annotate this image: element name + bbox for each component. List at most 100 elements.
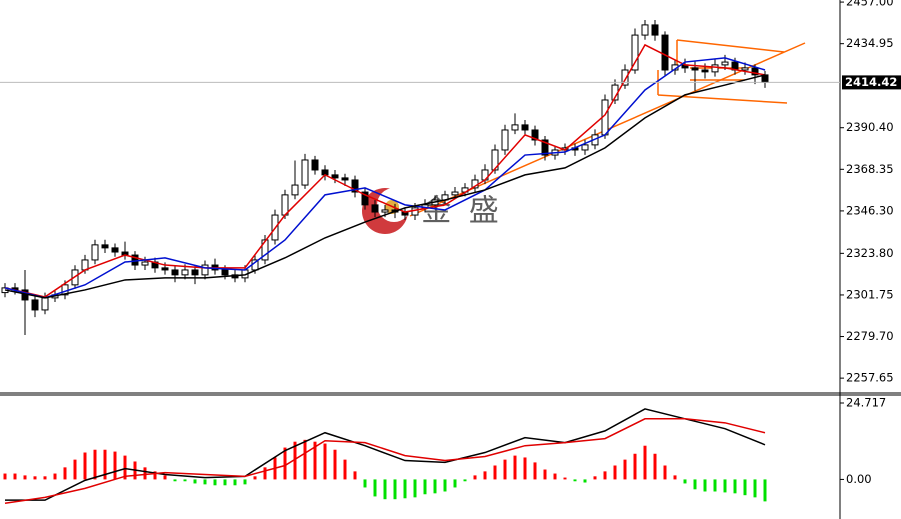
histogram-bar	[763, 479, 767, 502]
candle-body	[371, 204, 379, 213]
histogram-bar	[703, 479, 707, 492]
candle-body	[721, 61, 729, 66]
candle-body	[661, 34, 669, 71]
histogram-bar	[363, 479, 367, 488]
candle-body	[411, 207, 419, 216]
y-tick-label: 2257.65	[846, 371, 894, 385]
candle-body	[311, 159, 319, 171]
y-tick-label: 2279.70	[846, 329, 894, 343]
current-price-box	[842, 75, 901, 90]
y-tick-label: 2301.75	[846, 287, 894, 301]
current-price-label: 2414.42	[845, 75, 897, 89]
candle-body	[91, 244, 99, 261]
histogram-bar	[683, 479, 687, 484]
histogram-bar	[393, 479, 397, 500]
candle-body	[511, 124, 519, 131]
candle-body	[181, 269, 189, 276]
candle-body	[711, 64, 719, 73]
candle-body	[291, 184, 299, 196]
histogram-bar	[293, 441, 297, 480]
candle-body	[361, 191, 369, 206]
histogram-bar	[593, 476, 597, 480]
candle-body	[531, 129, 539, 141]
histogram-bar	[543, 469, 547, 480]
histogram-bar	[283, 447, 287, 480]
histogram-bar	[433, 479, 437, 494]
candle-body	[491, 149, 499, 171]
histogram-bar	[183, 479, 187, 482]
histogram-bar	[73, 459, 77, 480]
histogram-bar	[213, 479, 217, 486]
histogram-bar	[483, 471, 487, 480]
indicator-line	[4, 57, 766, 299]
histogram-bar	[303, 439, 307, 480]
candle-body	[651, 24, 659, 36]
histogram-bar	[333, 449, 337, 480]
histogram-bar	[453, 479, 457, 488]
candle-body	[41, 297, 49, 311]
histogram-bar	[233, 479, 237, 486]
histogram-bar	[663, 465, 667, 480]
histogram-bar	[523, 457, 527, 480]
histogram-bar	[713, 479, 717, 492]
histogram-bar	[503, 459, 507, 480]
histogram-bar	[3, 473, 7, 480]
candle-body	[141, 261, 149, 266]
histogram-bar	[603, 471, 607, 480]
candle-body	[331, 174, 339, 179]
candle-body	[351, 179, 359, 193]
y-tick-label: 2323.80	[846, 246, 894, 260]
candle-body	[521, 124, 529, 131]
histogram-bar	[83, 452, 87, 480]
trend-line	[657, 94, 788, 104]
histogram-bar	[493, 465, 497, 480]
histogram-bar	[313, 441, 317, 480]
histogram-bar	[633, 453, 637, 480]
histogram-bar	[13, 473, 17, 480]
candle-body	[701, 69, 709, 73]
histogram-bar	[143, 467, 147, 480]
y-tick-label: 2390.40	[846, 120, 894, 134]
candle-body	[171, 269, 179, 276]
histogram-bar	[723, 479, 727, 493]
y-tick-label: 2457.00	[846, 0, 894, 9]
indicator-line	[5, 408, 766, 501]
histogram-bar	[623, 459, 627, 480]
candle-body	[301, 159, 309, 186]
histogram-bar	[733, 479, 737, 494]
histogram-bar	[243, 479, 247, 485]
candle-body	[111, 247, 119, 253]
candle-body	[261, 239, 269, 261]
histogram-bar	[263, 467, 267, 480]
histogram-bar	[223, 479, 227, 486]
histogram-bar	[163, 475, 167, 480]
histogram-bar	[463, 479, 467, 482]
histogram-bar	[353, 471, 357, 480]
histogram-bar	[443, 479, 447, 492]
histogram-bar	[573, 479, 577, 482]
candle-body	[741, 67, 749, 71]
histogram-bar	[583, 479, 587, 483]
histogram-bar	[43, 476, 47, 480]
histogram-bar	[743, 479, 747, 496]
histogram-bar	[113, 451, 117, 480]
y-tick-label: 2434.95	[846, 36, 894, 50]
y-tick-label: 2346.30	[846, 203, 894, 217]
trend-line	[676, 39, 785, 53]
y-tick-label: 2368.35	[846, 162, 894, 176]
histogram-bar	[103, 449, 107, 480]
candle-body	[641, 24, 649, 36]
candle-body	[31, 299, 39, 311]
histogram-bar	[513, 455, 517, 480]
candle-body	[341, 177, 349, 181]
watermark-text: 金 盛	[421, 194, 503, 229]
histogram-bar	[373, 479, 377, 497]
histogram-bar	[403, 479, 407, 499]
histogram-bar	[643, 445, 647, 480]
indicator-line	[4, 43, 766, 298]
histogram-bar	[413, 479, 417, 498]
histogram-bar	[33, 476, 37, 480]
histogram-bar	[383, 479, 387, 500]
y-tick-label: 0.00	[846, 472, 872, 486]
